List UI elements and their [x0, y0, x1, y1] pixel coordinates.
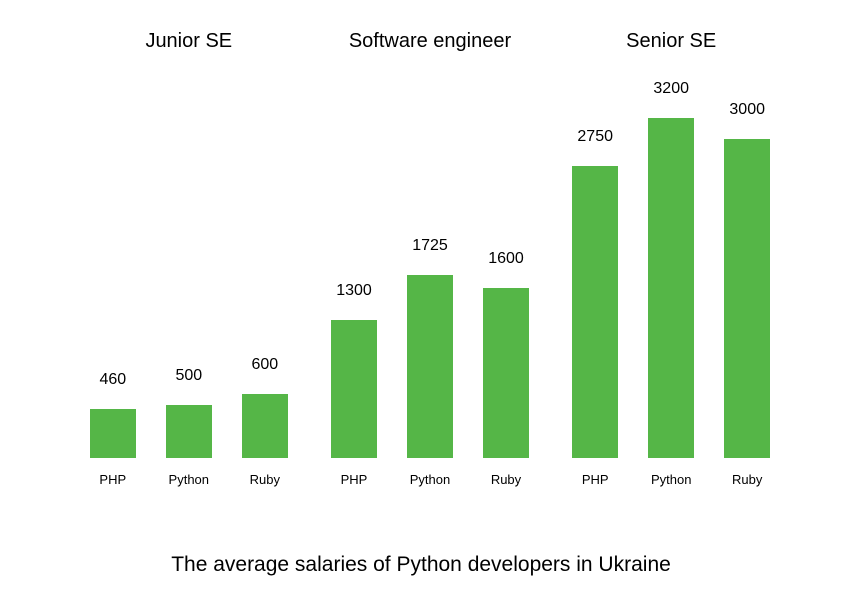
bar-item: 3200 Python [644, 70, 698, 490]
bar-rect [90, 409, 136, 458]
bar-rect [331, 320, 377, 458]
bar-item: 1600 Ruby [479, 70, 533, 490]
bar-rect [648, 118, 694, 458]
bar-label: Python [169, 472, 209, 490]
bar-rect [242, 394, 288, 458]
chart-groups: Junior SE 460 PHP 500 Python 600 Ruby [70, 30, 790, 510]
bar-item: 1300 PHP [327, 70, 381, 490]
group-junior: Junior SE 460 PHP 500 Python 600 Ruby [70, 30, 308, 510]
bar-label: Python [410, 472, 450, 490]
bar-value: 3000 [729, 101, 765, 119]
bars-row: 460 PHP 500 Python 600 Ruby [70, 70, 308, 490]
bars-row: 2750 PHP 3200 Python 3000 Ruby [552, 70, 790, 490]
group-title: Junior SE [145, 30, 232, 60]
bar-value: 1725 [412, 237, 448, 255]
bar-label: Ruby [732, 472, 762, 490]
bar-value: 460 [99, 371, 126, 389]
bar-label: PHP [341, 472, 368, 490]
bar-label: Ruby [250, 472, 280, 490]
bar-label: PHP [99, 472, 126, 490]
bar-value: 3200 [653, 80, 689, 98]
bar-item: 500 Python [162, 70, 216, 490]
bar-value: 2750 [577, 128, 613, 146]
bar-rect [483, 288, 529, 458]
bar-rect [724, 139, 770, 458]
bar-label: Python [651, 472, 691, 490]
group-title: Software engineer [349, 30, 511, 60]
bar-item: 460 PHP [86, 70, 140, 490]
bar-item: 2750 PHP [568, 70, 622, 490]
bars-row: 1300 PHP 1725 Python 1600 Ruby [311, 70, 549, 490]
bar-item: 1725 Python [403, 70, 457, 490]
group-engineer: Software engineer 1300 PHP 1725 Python 1… [311, 30, 549, 510]
salary-bar-chart: Junior SE 460 PHP 500 Python 600 Ruby [70, 30, 790, 510]
bar-value: 1600 [488, 250, 524, 268]
bar-rect [166, 405, 212, 458]
group-title: Senior SE [626, 30, 716, 60]
bar-value: 600 [251, 356, 278, 374]
bar-rect [407, 275, 453, 458]
bar-item: 3000 Ruby [720, 70, 774, 490]
chart-caption: The average salaries of Python developer… [0, 553, 842, 577]
bar-value: 1300 [336, 282, 372, 300]
bar-label: PHP [582, 472, 609, 490]
bar-rect [572, 166, 618, 458]
bar-item: 600 Ruby [238, 70, 292, 490]
bar-value: 500 [175, 367, 202, 385]
bar-label: Ruby [491, 472, 521, 490]
group-senior: Senior SE 2750 PHP 3200 Python 3000 Ruby [552, 30, 790, 510]
